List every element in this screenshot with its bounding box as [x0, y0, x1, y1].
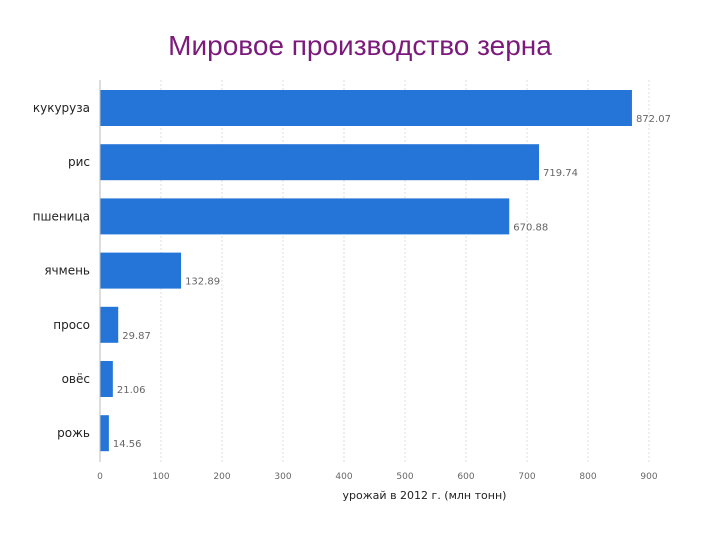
- value-label: 29.87: [122, 331, 151, 342]
- x-axis-label: урожай в 2012 г. (млн тонн): [343, 489, 507, 502]
- category-label: рис: [68, 155, 90, 169]
- x-tick-label: 400: [335, 472, 352, 482]
- value-label: 719.74: [543, 168, 578, 179]
- category-label: ячмень: [44, 264, 90, 278]
- x-tick-labels: 0 100 200 300 400 500 600 700 800 900: [97, 472, 658, 482]
- bar: [100, 306, 119, 343]
- x-tick-label: 200: [213, 472, 230, 482]
- category-label: пшеница: [33, 209, 90, 223]
- bar: [100, 361, 113, 397]
- x-tick-label: 700: [518, 472, 535, 482]
- bar: [100, 415, 109, 452]
- x-tick-label: 600: [457, 472, 474, 482]
- bar: [100, 90, 632, 126]
- bars: [100, 90, 632, 452]
- category-label: кукуруза: [33, 101, 90, 115]
- x-tick-label: 300: [274, 472, 291, 482]
- category-labels: кукуруза рис пшеница ячмень просо овёс рожь: [33, 101, 90, 440]
- x-tick-label: 0: [97, 472, 103, 482]
- bar: [100, 144, 540, 181]
- value-label: 21.06: [117, 385, 146, 396]
- value-label: 670.88: [513, 222, 548, 233]
- grid-lines: [160, 80, 650, 462]
- category-label: просо: [53, 318, 90, 332]
- chart-title: Мировое производство зерна: [168, 30, 552, 61]
- value-label: 14.56: [113, 439, 142, 450]
- value-labels: 872.07 719.74 670.88 132.89 29.87 21.06 14.56: [113, 114, 671, 450]
- x-tick-label: 900: [640, 472, 657, 482]
- x-tick-label: 800: [579, 472, 596, 482]
- value-label: 132.89: [185, 277, 220, 288]
- bar: [100, 198, 510, 235]
- category-label: овёс: [62, 372, 90, 386]
- category-label: рожь: [57, 426, 90, 440]
- bar: [100, 252, 182, 289]
- value-label: 872.07: [636, 114, 671, 125]
- x-tick-label: 500: [396, 472, 413, 482]
- x-tick-label: 100: [152, 472, 169, 482]
